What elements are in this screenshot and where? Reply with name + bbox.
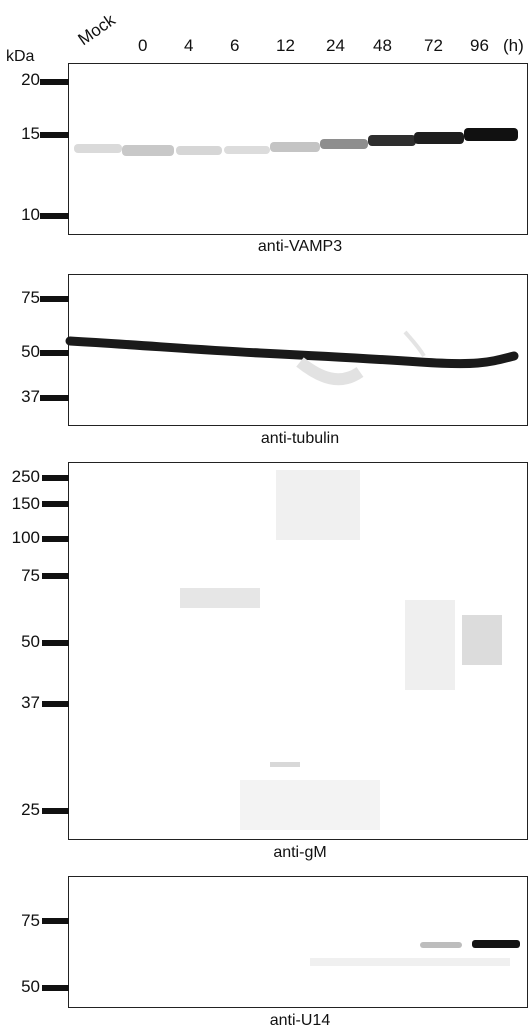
tubulin-band bbox=[65, 336, 519, 369]
mw-marker-50-u14 bbox=[42, 985, 69, 991]
lane-label-48h: 48 bbox=[373, 36, 392, 55]
kda-label: kDa bbox=[6, 48, 35, 65]
vamp3-band-24h bbox=[320, 139, 368, 149]
lane-label-96h: 96 bbox=[470, 36, 489, 55]
mw-marker-250 bbox=[42, 475, 69, 481]
mw-label-25: 25 bbox=[21, 800, 40, 819]
mw-label-15: 15 bbox=[21, 124, 40, 143]
mw-label-50-u14: 50 bbox=[21, 977, 40, 996]
gm-smear-3 bbox=[462, 615, 502, 665]
lane-label-4h: 4 bbox=[184, 36, 194, 55]
mw-label-50: 50 bbox=[21, 342, 40, 361]
blot-panel-gm bbox=[68, 462, 528, 840]
mw-label-150: 150 bbox=[11, 494, 40, 513]
mw-marker-75-gm bbox=[42, 573, 69, 579]
lane-label-6h: 6 bbox=[230, 36, 240, 55]
blot-panel-u14 bbox=[68, 876, 528, 1008]
mw-marker-10 bbox=[40, 213, 69, 219]
mw-label-37: 37 bbox=[21, 387, 40, 406]
gm-smear-5 bbox=[240, 780, 380, 830]
mw-label-10: 10 bbox=[21, 205, 40, 224]
vamp3-band-96h bbox=[464, 128, 518, 141]
gm-smear-2 bbox=[276, 470, 360, 540]
panel-caption-u14: anti-U14 bbox=[269, 1012, 331, 1029]
u14-band-72h bbox=[420, 942, 462, 948]
mw-marker-50-gm bbox=[42, 640, 69, 646]
mw-marker-75-u14 bbox=[42, 918, 69, 924]
mw-label-75-gm: 75 bbox=[21, 566, 40, 585]
mw-marker-37 bbox=[40, 395, 69, 401]
mw-marker-37-gm bbox=[42, 701, 69, 707]
vamp3-band-12h bbox=[270, 142, 320, 152]
panel-caption-tubulin: anti-tubulin bbox=[260, 430, 340, 447]
lane-label-0h: 0 bbox=[138, 36, 148, 55]
gm-smear-4 bbox=[405, 600, 455, 690]
mw-marker-25 bbox=[42, 808, 69, 814]
tubulin-band-smear bbox=[296, 357, 364, 386]
mw-label-75-u14: 75 bbox=[21, 911, 40, 930]
mw-label-20: 20 bbox=[21, 70, 40, 89]
tubulin-band-streak bbox=[403, 330, 426, 358]
vamp3-band-4h bbox=[176, 146, 222, 155]
mw-label-250: 250 bbox=[11, 467, 40, 486]
mw-label-100: 100 bbox=[11, 528, 40, 547]
vamp3-band-mock bbox=[74, 144, 122, 153]
hour-unit-label: (h) bbox=[503, 36, 524, 55]
mw-label-37-gm: 37 bbox=[21, 693, 40, 712]
lane-label-24h: 24 bbox=[326, 36, 345, 55]
panel-caption-gm: anti-gM bbox=[273, 844, 327, 861]
mw-marker-20 bbox=[40, 79, 69, 85]
mw-marker-100 bbox=[42, 536, 69, 542]
panel-caption-vamp3: anti-VAMP3 bbox=[257, 238, 343, 255]
mw-marker-15 bbox=[40, 132, 69, 138]
u14-band-96h bbox=[472, 940, 520, 948]
mw-label-50-gm: 50 bbox=[21, 632, 40, 651]
mw-label-75: 75 bbox=[21, 288, 40, 307]
mw-marker-50 bbox=[40, 350, 69, 356]
vamp3-band-6h bbox=[224, 146, 270, 154]
vamp3-band-0h bbox=[122, 145, 174, 156]
gm-smear-1 bbox=[180, 588, 260, 608]
lane-label-72h: 72 bbox=[424, 36, 443, 55]
u14-smear bbox=[310, 958, 510, 966]
gm-smear-6 bbox=[270, 762, 300, 767]
vamp3-band-48h bbox=[368, 135, 416, 146]
mw-marker-75 bbox=[40, 296, 69, 302]
lane-label-12h: 12 bbox=[276, 36, 295, 55]
mw-marker-150 bbox=[42, 501, 69, 507]
vamp3-band-72h bbox=[414, 132, 464, 144]
